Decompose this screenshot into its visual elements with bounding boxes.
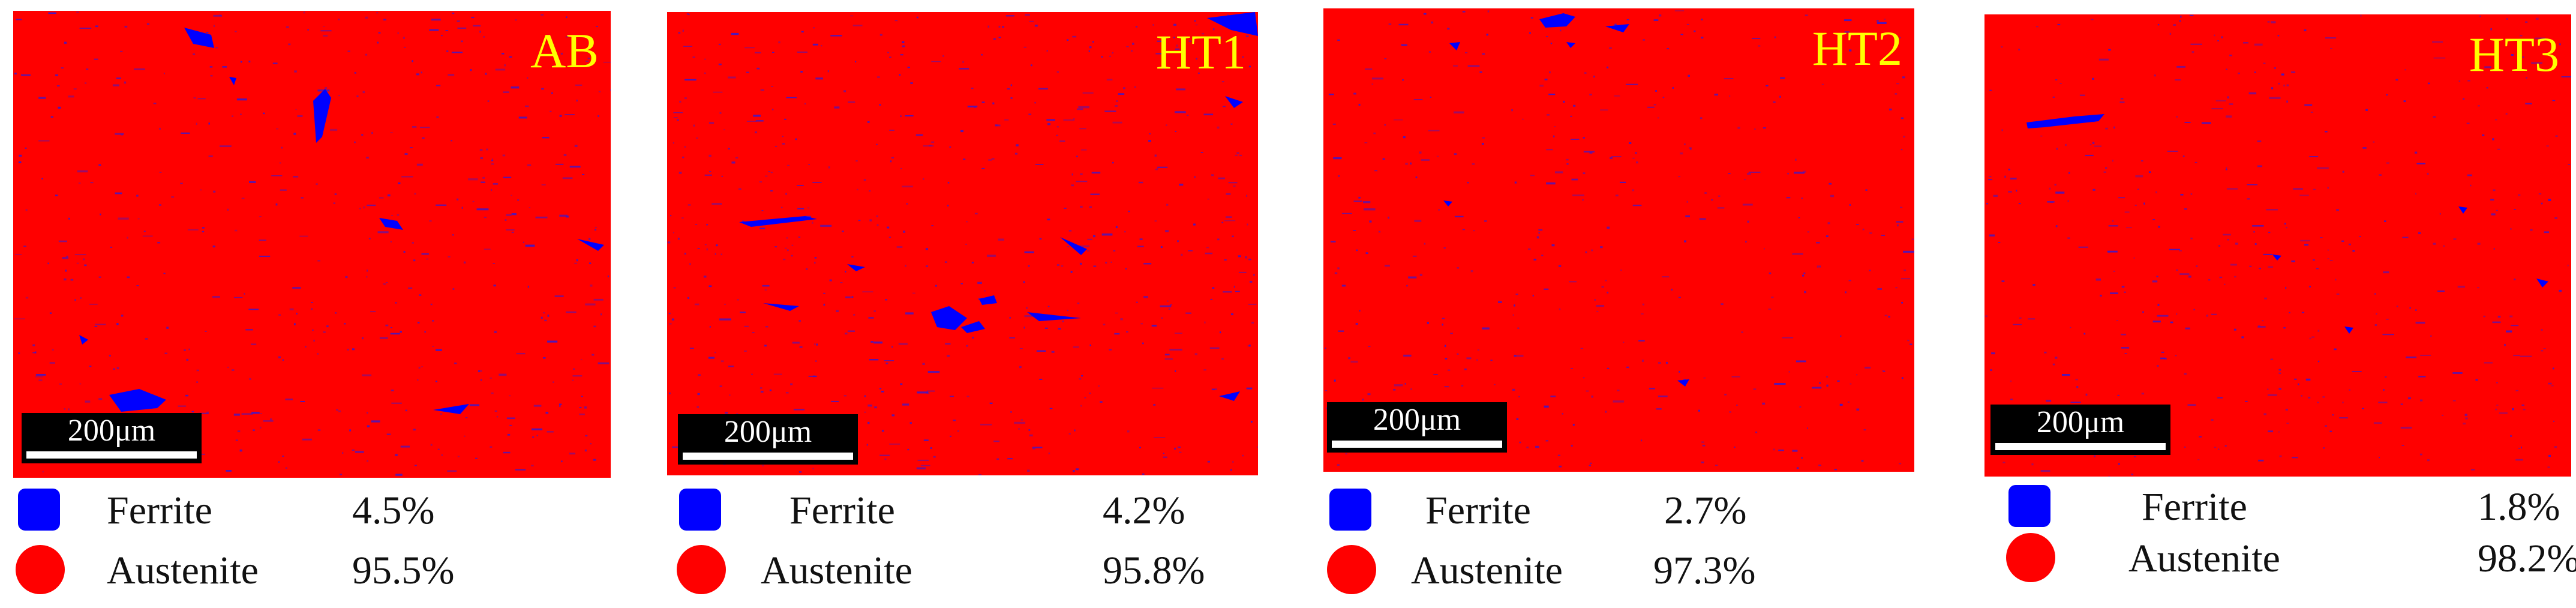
phase-map-ht3: HT3 200μm <box>1984 14 2571 477</box>
ferrite-square-icon <box>2008 485 2050 527</box>
phase-map-texture <box>1325 10 1914 471</box>
sample-label: HT3 <box>2469 27 2559 82</box>
phase-name: Ferrite <box>107 489 212 532</box>
legend-austenite: Austenite 97.3% <box>1323 544 1914 598</box>
austenite-circle-icon <box>1327 545 1376 594</box>
scale-bar-line <box>1332 441 1502 448</box>
ferrite-square-icon <box>679 489 721 531</box>
legend-ferrite: Ferrite 4.5% <box>13 484 611 538</box>
legend-ferrite: Ferrite 4.2% <box>667 484 1258 538</box>
phase-fraction: 98.2% <box>2478 537 2576 580</box>
scale-bar-text: 200μm <box>67 414 156 448</box>
legend-austenite: Austenite 95.8% <box>667 544 1258 598</box>
ferrite-regions <box>79 28 604 414</box>
phase-name: Austenite <box>107 549 259 592</box>
scale-bar-line <box>683 453 853 460</box>
ferrite-square-icon <box>1329 489 1371 531</box>
sample-label: HT2 <box>1812 21 1902 76</box>
phase-name: Austenite <box>1411 549 1563 592</box>
phase-map-ab: AB 200μm <box>13 11 611 478</box>
scale-bar-line <box>26 451 197 459</box>
scale-bar-text: 200μm <box>723 415 812 449</box>
phase-fraction: 1.8% <box>2478 485 2560 529</box>
ferrite-regions <box>2026 114 2548 334</box>
ferrite-square-icon <box>18 489 60 531</box>
austenite-circle-icon <box>677 545 726 594</box>
legend-austenite: Austenite 98.2% <box>1984 532 2576 586</box>
scale-bar: 200μm <box>678 414 858 465</box>
ferrite-regions <box>739 12 1258 401</box>
scale-bar-text: 200μm <box>2036 405 2125 439</box>
scale-bar-line <box>1995 443 2166 450</box>
legend-austenite: Austenite 95.5% <box>13 544 611 598</box>
austenite-circle-icon <box>16 545 65 594</box>
legend-ferrite: Ferrite 1.8% <box>1984 480 2571 534</box>
legend-ferrite: Ferrite 2.7% <box>1323 484 1914 538</box>
phase-name: Ferrite <box>789 489 895 532</box>
phase-fraction: 95.5% <box>352 549 455 592</box>
phase-fraction: 4.2% <box>1103 489 1185 532</box>
phase-name: Ferrite <box>2142 485 2247 529</box>
scale-bar: 200μm <box>1327 402 1507 453</box>
phase-fraction: 4.5% <box>352 489 435 532</box>
ferrite-regions <box>1443 13 1689 387</box>
phase-fraction: 97.3% <box>1653 549 1756 592</box>
sample-label: AB <box>530 23 599 78</box>
phase-map-ht1: HT1 200μm <box>667 12 1258 475</box>
scale-bar: 200μm <box>22 413 202 463</box>
austenite-circle-icon <box>2006 533 2055 582</box>
scale-bar-text: 200μm <box>1373 403 1461 437</box>
phase-fraction: 2.7% <box>1664 489 1747 532</box>
phase-name: Austenite <box>761 549 912 592</box>
phase-name: Ferrite <box>1425 489 1531 532</box>
phase-name: Austenite <box>2128 537 2280 580</box>
sample-label: HT1 <box>1155 25 1246 79</box>
phase-fraction: 95.8% <box>1103 549 1205 592</box>
phase-map-texture <box>667 13 1258 475</box>
phase-map-ht2: HT2 200μm <box>1323 8 1914 472</box>
scale-bar: 200μm <box>1990 405 2170 455</box>
